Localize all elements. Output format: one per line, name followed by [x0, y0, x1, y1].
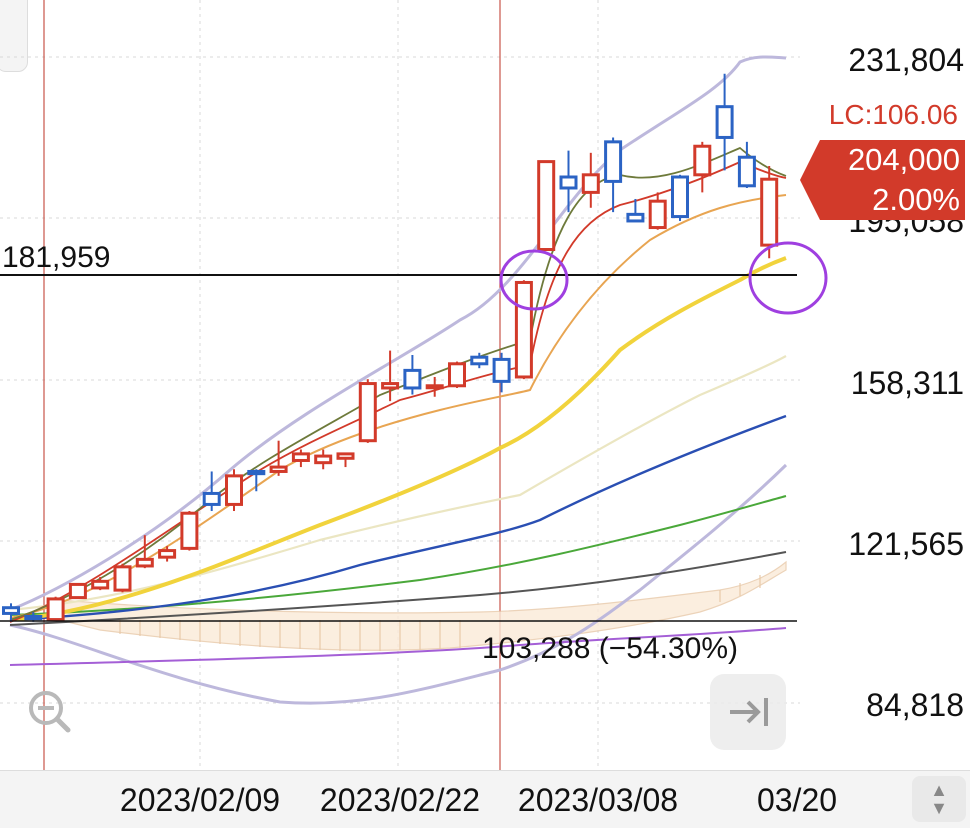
- candle-up: [314, 454, 333, 465]
- ma-blue: [9, 414, 787, 622]
- candle-down: [492, 357, 511, 383]
- candle-up: [113, 565, 132, 592]
- candle-up: [135, 557, 154, 568]
- candle-down: [559, 175, 578, 190]
- cloud-hatching: [119, 575, 761, 651]
- candle-up: [693, 144, 712, 177]
- high-reference-label: 181,959: [2, 241, 110, 274]
- candle-up: [537, 160, 556, 252]
- horizontal-gridlines: [0, 56, 800, 704]
- jump-to-latest-button[interactable]: [710, 674, 786, 750]
- candle-down: [202, 491, 221, 506]
- candle-down: [403, 368, 422, 390]
- x-tick-label: 2023/03/08: [518, 782, 678, 818]
- candle-down: [24, 614, 43, 621]
- candle-up: [180, 511, 199, 550]
- annotation-circle: [499, 249, 569, 311]
- jump-to-end-icon: [730, 698, 768, 726]
- candle-up: [269, 465, 288, 473]
- x-tick-label: 2023/02/09: [120, 782, 280, 818]
- candle-down: [715, 105, 734, 139]
- candle-up: [514, 280, 533, 379]
- candle-up: [68, 582, 87, 600]
- candle-down: [470, 355, 489, 366]
- candle-up: [425, 384, 444, 390]
- time-axis-bar[interactable]: 2023/02/09 2023/02/22 2023/03/08 03/20: [0, 770, 970, 828]
- ma-purple: [9, 627, 787, 666]
- date-axis: 2023/02/09 2023/02/22 2023/03/08 03/20: [120, 782, 837, 818]
- candle-up: [291, 452, 310, 462]
- chevron-down-icon[interactable]: ▼: [930, 798, 948, 818]
- ma-dark: [9, 551, 787, 626]
- candle-down: [604, 140, 623, 183]
- low-reference-label: 103,288 (−54.30%): [482, 632, 738, 665]
- candle-down: [671, 175, 689, 219]
- lc-label: LC:106.06: [829, 99, 958, 130]
- candle-down: [247, 469, 266, 476]
- candle-up: [91, 579, 110, 590]
- ichimoku-cloud: [59, 560, 787, 651]
- y-tick-label: 121,565: [848, 526, 964, 562]
- candle-down: [2, 606, 20, 615]
- candle-up: [760, 177, 779, 247]
- y-tick-label: 231,804: [848, 42, 964, 78]
- candle-up: [648, 199, 667, 230]
- candle-up: [448, 362, 466, 388]
- scroll-stepper[interactable]: ▲ ▼: [912, 776, 966, 822]
- bollinger-upper: [9, 55, 787, 612]
- candle-up: [46, 597, 65, 622]
- candle-up: [581, 173, 600, 194]
- annotation-circle: [748, 241, 828, 315]
- zoom-out-icon: [29, 691, 71, 733]
- panel-handle[interactable]: [0, 0, 28, 72]
- price-tag-change: 2.00%: [872, 182, 960, 217]
- x-tick-label: 03/20: [757, 782, 837, 818]
- candle-down: [626, 212, 645, 223]
- candle-up: [158, 549, 177, 559]
- candles-group: [2, 73, 779, 622]
- y-tick-label: 158,311: [851, 365, 964, 401]
- chevron-up-icon[interactable]: ▲: [930, 780, 948, 800]
- ma-yellow: [9, 256, 787, 622]
- price-tag-value: 204,000: [848, 142, 960, 177]
- candle-up: [358, 382, 377, 443]
- candlestick-chart: 181,959 103,288 (−54.30%) 231,804 195,05…: [0, 0, 965, 770]
- zoom-out-button[interactable]: [12, 674, 88, 750]
- x-tick-label: 2023/02/22: [320, 782, 480, 818]
- bollinger-lower: [9, 463, 788, 705]
- y-tick-label: 84,818: [866, 687, 964, 723]
- candle-up: [225, 474, 243, 506]
- candle-up: [336, 452, 355, 460]
- current-price-tag: 204,000 2.00%: [800, 140, 965, 220]
- candle-up: [381, 382, 400, 390]
- candle-down: [737, 155, 756, 188]
